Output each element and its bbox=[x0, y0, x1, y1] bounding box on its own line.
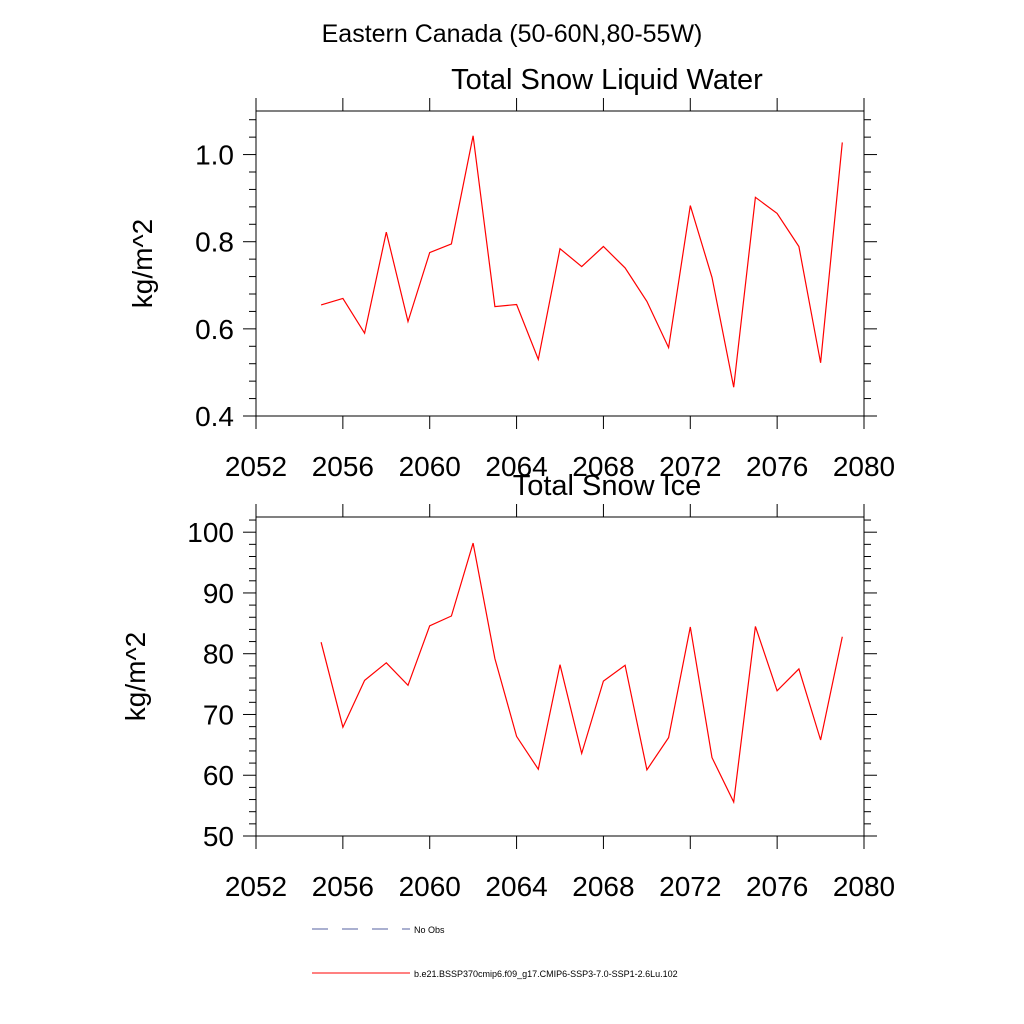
y-tick-label: 60 bbox=[203, 760, 234, 791]
x-tick-label: 2076 bbox=[746, 871, 808, 902]
y-tick-label: 0.6 bbox=[195, 314, 234, 345]
y-tick-label: 100 bbox=[187, 517, 234, 548]
y-tick-label: 0.8 bbox=[195, 227, 234, 258]
y-axis-label: kg/m^2 bbox=[120, 632, 151, 721]
x-tick-label: 2080 bbox=[833, 871, 895, 902]
y-tick-label: 90 bbox=[203, 578, 234, 609]
plot-frame bbox=[255, 516, 865, 837]
chart-title: Total Snow Liquid Water bbox=[451, 64, 763, 96]
y-axis-label: kg/m^2 bbox=[127, 219, 158, 308]
x-tick-label: 2072 bbox=[659, 451, 721, 482]
legend-label: b.e21.BSSP370cmip6.f09_g17.CMIP6-SSP3-7.… bbox=[414, 969, 678, 979]
x-tick-label: 2052 bbox=[225, 871, 287, 902]
x-tick-label: 2060 bbox=[399, 871, 461, 902]
legend-label: No Obs bbox=[414, 925, 445, 935]
plot-frame bbox=[255, 110, 865, 417]
x-tick-label: 2072 bbox=[659, 871, 721, 902]
y-tick-label: 70 bbox=[203, 699, 234, 730]
y-tick-label: 1.0 bbox=[195, 140, 234, 171]
figure-suptitle: Eastern Canada (50-60N,80-55W) bbox=[322, 20, 703, 48]
series-line bbox=[320, 542, 843, 805]
y-tick-label: 50 bbox=[203, 821, 234, 852]
x-tick-label: 2064 bbox=[485, 451, 547, 482]
x-tick-label: 2060 bbox=[399, 451, 461, 482]
x-tick-label: 2052 bbox=[225, 451, 287, 482]
legend: No Obs b.e21.BSSP370cmip6.f09_g17.CMIP6-S… bbox=[312, 925, 678, 979]
x-tick-label: 2068 bbox=[572, 451, 634, 482]
x-tick-label: 2076 bbox=[746, 451, 808, 482]
y-tick-label: 80 bbox=[203, 639, 234, 670]
y-tick-label: 0.4 bbox=[195, 401, 234, 432]
x-tick-label: 2056 bbox=[312, 871, 374, 902]
chart-2: Total Snow Ice 2052 2056 2060 2064 2068 2072 20… bbox=[120, 470, 895, 902]
x-tick-label: 2080 bbox=[833, 451, 895, 482]
chart-title: Total Snow Ice bbox=[513, 470, 702, 502]
charts-group: Total Snow Liquid Water 2052 2056 2060 2064 2… bbox=[120, 64, 895, 902]
x-tick-label: 2064 bbox=[485, 871, 547, 902]
x-tick-label: 2068 bbox=[572, 871, 634, 902]
x-tick-label: 2056 bbox=[312, 451, 374, 482]
chart-1: Total Snow Liquid Water 2052 2056 2060 2064 2… bbox=[127, 64, 895, 482]
series-line bbox=[320, 135, 843, 388]
